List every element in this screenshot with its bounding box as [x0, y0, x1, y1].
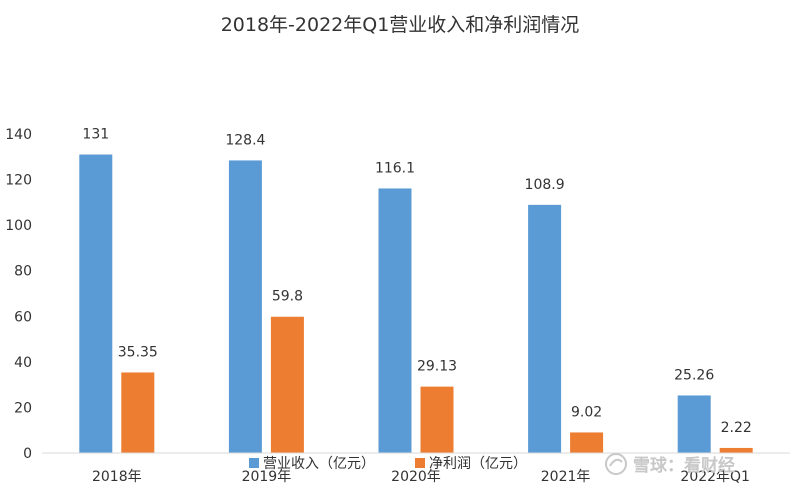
y-tick-label: 80: [14, 264, 32, 280]
y-tick-label: 100: [5, 218, 32, 234]
data-label-revenue-3: 108.9: [525, 177, 565, 193]
data-label-net-profit-3: 9.02: [571, 404, 602, 420]
x-axis: 2018年 2019年 2020年 2021年 2022年Q1: [42, 452, 790, 485]
x-tick-label: 2019年: [242, 469, 292, 485]
legend-swatch-revenue: [249, 458, 259, 468]
y-tick-label: 60: [14, 309, 32, 325]
bar-net-profit-0: [121, 372, 155, 453]
bar-revenue-3: [528, 204, 562, 453]
snowball-logo-icon: [605, 453, 627, 475]
legend: 营业收入（亿元） 净利润（亿元）: [249, 456, 527, 472]
watermark: 雪球：看财经: [605, 453, 735, 476]
bar-net-profit-2: [420, 386, 454, 453]
y-tick-label: 40: [14, 355, 32, 371]
data-label-net-profit-4: 2.22: [721, 420, 752, 436]
y-tick-label: 20: [14, 400, 32, 416]
data-label-revenue-0: 131: [82, 127, 109, 143]
chart-title: 2018年-2022年Q1营业收入和净利润情况: [221, 14, 580, 36]
bar-net-profit-3: [570, 432, 604, 453]
data-labels: 131 35.35 128.4 59.8 116.1 29.13 108.9 9.02 25.2…: [82, 127, 751, 436]
y-axis: 0 20 40 60 80 100 120 140: [5, 127, 32, 462]
legend-label-net-profit: 净利润（亿元）: [429, 456, 527, 472]
bar-revenue-2: [378, 188, 412, 453]
bar-net-profit-1: [270, 316, 304, 453]
data-label-net-profit-1: 59.8: [272, 289, 303, 305]
bar-net-profit-4: [719, 447, 753, 453]
x-tick-label: 2021年: [541, 469, 591, 485]
y-tick-label: 0: [23, 446, 32, 462]
x-tick-label: 2018年: [92, 469, 142, 485]
snowball-logo-mark: [609, 458, 623, 467]
bars: [79, 154, 753, 453]
y-tick-label: 140: [5, 127, 32, 143]
x-tick-label: 2020年: [391, 469, 441, 485]
data-label-revenue-1: 128.4: [225, 132, 265, 148]
watermark-text: 雪球：看财经: [633, 455, 735, 476]
legend-label-revenue: 营业收入（亿元）: [263, 456, 375, 472]
legend-swatch-net-profit: [415, 458, 425, 468]
data-label-revenue-2: 116.1: [375, 160, 415, 176]
data-label-net-profit-0: 35.35: [118, 344, 158, 360]
data-label-net-profit-2: 29.13: [417, 359, 457, 375]
y-tick-label: 120: [5, 173, 32, 189]
x-tick-label: 2022年Q1: [680, 469, 750, 485]
bar-revenue-4: [677, 395, 711, 453]
data-label-revenue-4: 25.26: [674, 367, 714, 383]
bar-revenue-1: [228, 160, 262, 453]
bar-revenue-0: [79, 154, 113, 453]
